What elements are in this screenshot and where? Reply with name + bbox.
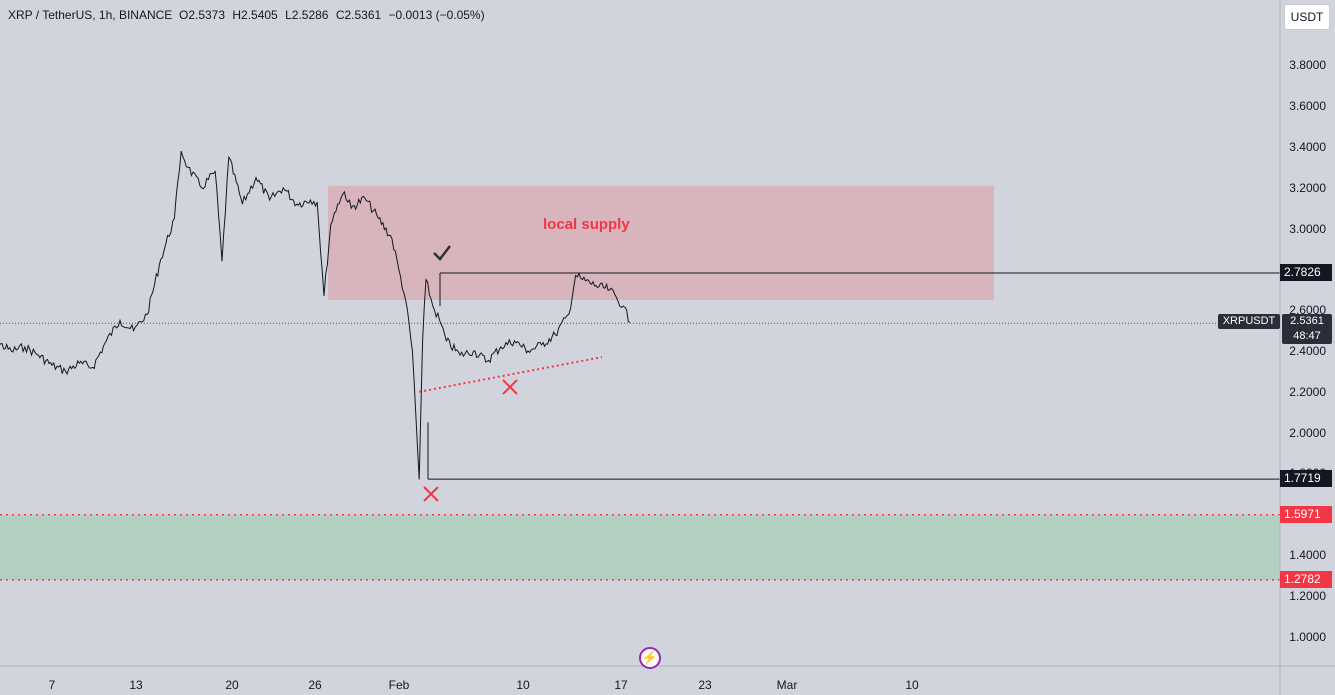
- price-tick: 1.0000: [1289, 629, 1326, 644]
- close-value: 2.5361: [344, 8, 382, 22]
- price-tick: 2.2000: [1289, 384, 1326, 399]
- bar-countdown: 48:47: [1293, 330, 1321, 342]
- price-tick: 2.0000: [1289, 425, 1326, 440]
- price-tick: 2.4000: [1289, 344, 1326, 358]
- supply-zone: [328, 185, 994, 300]
- time-tick: 7: [48, 678, 56, 692]
- price-tick: 3.0000: [1289, 221, 1326, 236]
- cross-mark-icon: [502, 379, 518, 395]
- level-label-low: 1.7719: [1280, 470, 1332, 487]
- time-tick: 20: [225, 678, 239, 692]
- cross-mark-icon: [423, 486, 439, 502]
- low-value: 2.5286: [291, 8, 329, 22]
- high-value: 2.5405: [241, 8, 278, 22]
- price-tick: 3.2000: [1289, 180, 1326, 195]
- time-tick: 10: [905, 678, 919, 692]
- price-tick: 2.6000: [1289, 303, 1326, 318]
- high-key: H: [232, 8, 242, 22]
- time-tick: 13: [129, 678, 143, 692]
- level-label-green-bottom: 1.2782: [1280, 571, 1332, 588]
- price-tick: 3.8000: [1289, 58, 1326, 73]
- price-tick: 3.4000: [1289, 140, 1326, 154]
- support-trendline: [419, 356, 603, 393]
- symbol-info: XRP / TetherUS, 1h, BINANCE: [8, 8, 173, 22]
- price-line: [0, 150, 631, 480]
- ohlc-legend: XRP / TetherUS, 1h, BINANCE O2.5373 H2.5…: [8, 8, 485, 22]
- time-tick: Mar: [776, 678, 798, 692]
- low-key: L: [285, 8, 292, 22]
- price-tick: 1.2000: [1289, 588, 1326, 603]
- time-tick: 26: [308, 678, 322, 692]
- change-value: −0.0013 (−0.05%): [388, 8, 485, 22]
- open-value: 2.5373: [188, 8, 226, 22]
- supply-zone-label: local supply: [543, 216, 630, 233]
- open-key: O: [178, 8, 189, 22]
- time-tick: 17: [614, 678, 628, 692]
- level-label-top: 2.7826: [1280, 264, 1332, 281]
- check-mark-icon: [433, 245, 451, 261]
- level-label-green-top: 1.5971: [1280, 506, 1332, 523]
- current-price-box: 2.5361 48:47: [1282, 314, 1332, 344]
- currency-button[interactable]: USDT: [1284, 4, 1330, 30]
- time-tick: 23: [698, 678, 712, 692]
- demand-zone: [0, 514, 1280, 580]
- flash-icon[interactable]: ⚡: [639, 647, 661, 669]
- price-tick: 1.4000: [1289, 548, 1326, 562]
- time-tick: Feb: [388, 678, 410, 692]
- close-key: C: [335, 8, 345, 22]
- price-tick: 3.6000: [1289, 99, 1326, 114]
- current-price: 2.5361: [1290, 315, 1324, 327]
- time-tick: 10: [516, 678, 530, 692]
- symbol-tag: XRPUSDT: [1218, 314, 1280, 329]
